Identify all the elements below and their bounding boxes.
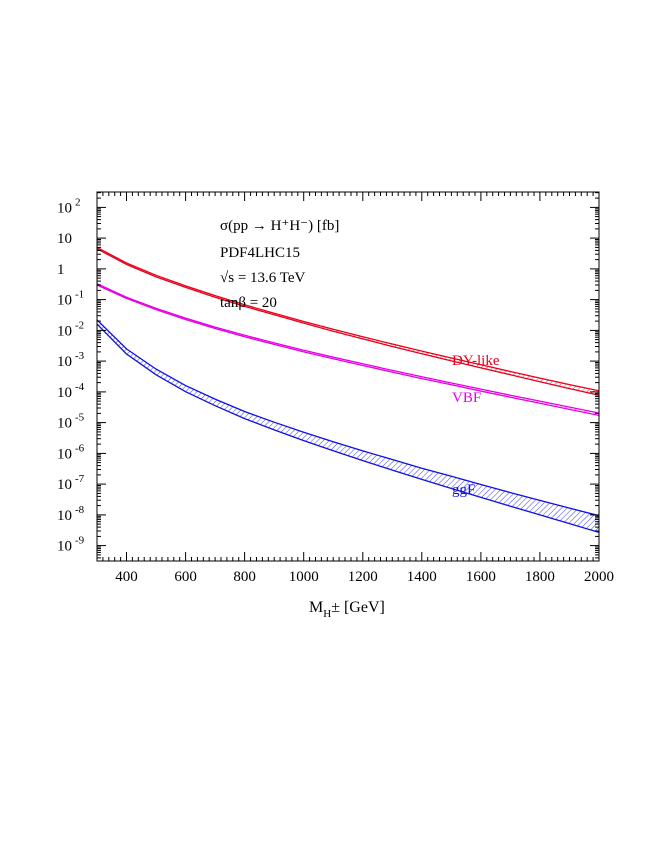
line-lower-ggf (97, 323, 599, 534)
line-lower-vbf (97, 284, 599, 417)
axis-ticks (96, 192, 600, 561)
series-bands (97, 246, 599, 534)
annotation-process: σ(pp → H⁺H⁻) [fb] (220, 218, 339, 234)
y-tick-label: 10 -6 (57, 442, 85, 462)
x-tick-label: 1200 (348, 569, 378, 585)
x-tick-label: 800 (233, 569, 256, 585)
line-upper-vbf (97, 283, 599, 414)
x-tick-label: 1000 (289, 569, 319, 585)
y-tick-label: 10 (57, 231, 72, 247)
x-tick-label: 2000 (584, 569, 614, 585)
y-tick-label: 10 -9 (57, 535, 85, 555)
series-label-vbf: VBF (452, 390, 481, 406)
y-tick-label: 10 -8 (57, 504, 85, 524)
y-tick-label: 10 -4 (57, 381, 85, 401)
series-label-dy-like: DY-like (452, 353, 500, 369)
x-axis-label: MH± [GeV] (309, 599, 385, 620)
band-vbf (97, 283, 599, 416)
x-tick-label: 1800 (525, 569, 555, 585)
x-tick-label: 1400 (407, 569, 437, 585)
y-tick-label: 10 2 (57, 196, 81, 216)
x-tick-label: 400 (115, 569, 138, 585)
y-tick-label: 10 -2 (57, 319, 84, 339)
annotation-tanbeta: tanβ = 20 (220, 295, 277, 311)
band-dy-like (97, 247, 599, 396)
tick-labels: 400 600 800 1000 1200 1400 1600 1800 2000 10 2 10 1 1… (57, 196, 614, 585)
y-tick-label: 1 (57, 262, 65, 278)
y-tick-label: 10 -3 (57, 350, 85, 370)
y-tick-label: 10 -1 (57, 289, 84, 309)
line-upper-ggf (97, 319, 599, 517)
y-tick-label: 10 -7 (57, 473, 85, 493)
line-lower-dy-like (97, 248, 599, 396)
annotation-energy: √s = 13.6 TeV (220, 270, 306, 286)
x-tick-label: 1600 (466, 569, 496, 585)
band-ggf (97, 319, 599, 533)
series-label-ggf: ggF (452, 482, 475, 498)
plot-frame (96, 191, 600, 562)
y-tick-label: 10 -5 (57, 412, 85, 432)
x-tick-label: 600 (174, 569, 197, 585)
annotation-pdf: PDF4LHC15 (220, 245, 300, 261)
line-upper-dy-like (97, 246, 599, 392)
